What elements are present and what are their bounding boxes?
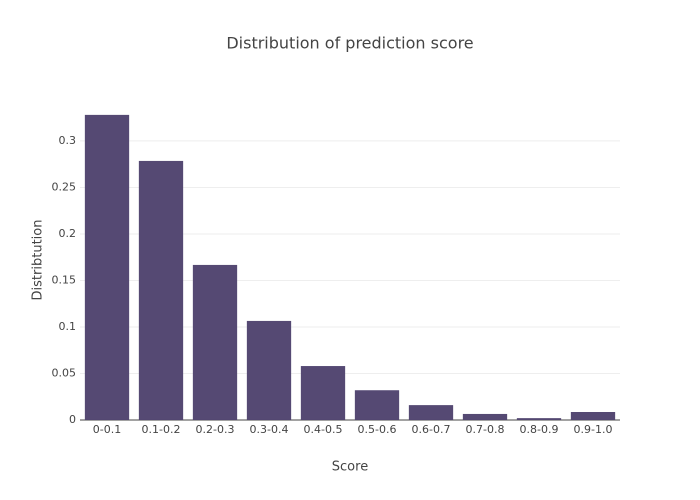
bar [570,412,616,420]
x-axis-title: Score [332,460,368,475]
chart-title: Distribution of prediction score [226,34,473,53]
bar [84,114,130,420]
x-tick-label: 0.4-0.5 [304,423,343,436]
y-tick-label: 0.1 [59,320,77,333]
bar [246,320,292,420]
x-tick-label: 0-0.1 [93,423,121,436]
x-tick-label: 0.7-0.8 [466,423,505,436]
y-tick-label: 0.3 [59,134,77,147]
x-tick-label: 0.8-0.9 [520,423,559,436]
y-tick-label: 0.05 [52,366,77,379]
x-tick-label: 0.9-1.0 [574,423,613,436]
y-tick-label: 0.2 [59,227,77,240]
y-tick-label: 0.25 [52,180,77,193]
x-tick-label: 0.3-0.4 [250,423,289,436]
bar [516,418,562,420]
x-tick-label: 0.5-0.6 [358,423,397,436]
bar [354,390,400,420]
y-axis-title: Distribtution [31,220,46,301]
y-tick-label: 0 [69,413,76,426]
x-tick-label: 0.1-0.2 [142,423,181,436]
bar [408,405,454,420]
bar [462,413,508,420]
bar [300,366,346,420]
y-tick-label: 0.15 [52,273,77,286]
x-tick-label: 0.2-0.3 [196,423,235,436]
bar [138,160,184,420]
bar [192,264,238,420]
x-tick-label: 0.6-0.7 [412,423,451,436]
